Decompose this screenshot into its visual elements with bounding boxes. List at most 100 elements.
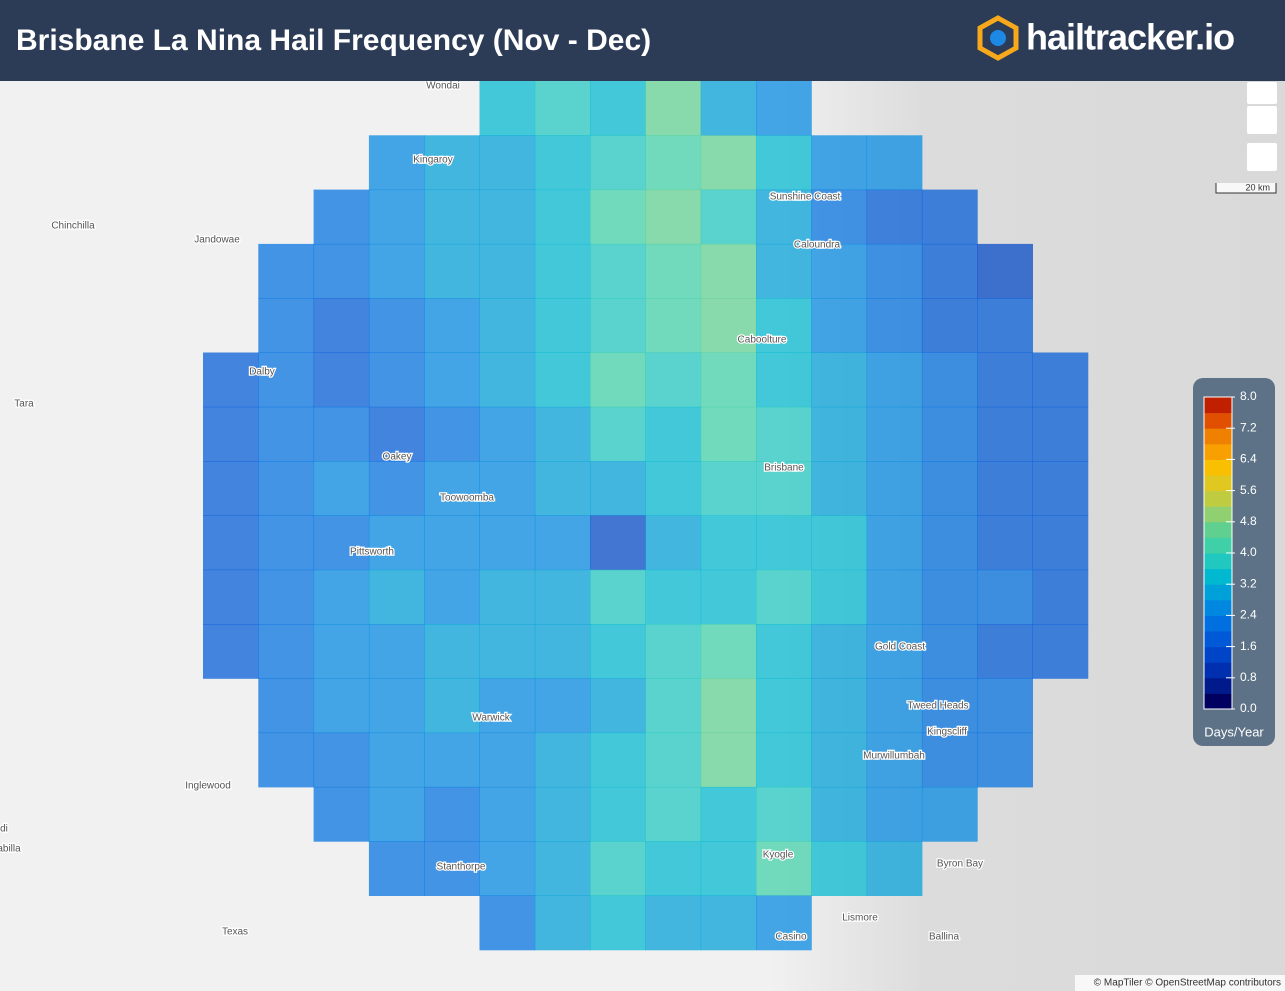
hail-cell [313,406,370,462]
header-bar [0,0,1285,81]
hail-cell [424,624,480,679]
hail-cell [258,678,315,734]
legend: 0.0 0.8 1.6 2.4 3.2 4.0 4.8 5.6 6.4 7.2 8.0 [1203,389,1257,715]
hail-cell [921,352,978,408]
legend-tick-label: 8.0 [1240,389,1257,403]
hail-cell [368,678,425,734]
hail-cell [921,732,978,788]
hail-cell [866,515,923,571]
hail-cell [645,732,702,788]
hail-cell [756,732,812,788]
place-label: abilla [0,844,21,855]
hail-cell [313,732,370,788]
hail-cell [700,624,757,679]
hail-cell [313,243,370,299]
legend-unit: Days/Year [1204,724,1264,739]
place-label: Inglewood [185,781,231,792]
hail-cell [645,678,702,734]
hail-cell [258,515,315,571]
hail-cell [479,786,536,842]
hail-cell [368,352,425,408]
attribution: © MapTiler © OpenStreetMap contributors [1094,978,1281,989]
hail-cell [590,81,646,136]
hail-cell [866,135,923,191]
legend-tick-label: 5.6 [1240,483,1257,497]
logo-text: hailtracker.io [1026,17,1234,58]
hail-cell [1032,569,1089,625]
hail-cell [756,406,812,462]
hail-cell [590,678,646,734]
hail-cell [258,352,315,408]
hail-cell [977,243,1033,299]
scale-bar [1215,183,1277,194]
hail-cell [258,732,315,788]
hail-cell [811,352,868,408]
hail-cell [866,189,923,245]
hail-cell [534,841,591,896]
legend-swatch [1204,428,1232,445]
legend-tick-label: 4.0 [1240,545,1257,559]
place-label: Caboolture [738,335,787,346]
place-label: Pittsworth [350,547,394,558]
hail-cell [368,243,425,299]
hail-cell [313,189,370,245]
hail-cell [700,135,757,191]
place-label: Lismore [842,913,878,924]
hail-cell [977,406,1033,462]
legend-swatch [1204,506,1232,523]
hail-cell [203,624,259,679]
map-control[interactable] [1247,82,1277,104]
place-label: Byron Bay [937,859,983,870]
map-control[interactable] [1247,143,1277,171]
hail-cell [313,515,370,571]
map-control[interactable] [1247,106,1277,134]
hail-cell [368,786,425,842]
scale-label: 20 km [1245,182,1270,192]
place-label: Gold Coast [875,642,925,653]
hail-cell [866,352,923,408]
hail-cell [368,461,425,516]
place-labels: Wondai Kingaroy Chinchilla Jandowae Sunshine… [0,79,984,944]
hail-cell [368,406,425,462]
hail-cell [645,243,702,299]
hail-cell [479,461,536,516]
hail-cell [368,189,425,245]
hail-cell [866,298,923,353]
title: Brisbane La Nina Hail Frequency (Nov - D… [16,24,651,57]
logo-icon [977,15,1019,61]
hail-cell [534,352,591,408]
place-label: Warwick [472,713,510,724]
hail-cell [700,678,757,734]
place-label: Tara [14,399,34,410]
hail-cell [921,406,978,462]
hail-cell [645,352,702,408]
hail-cell [258,406,315,462]
legend-swatch [1204,490,1232,507]
hail-cell [479,624,536,679]
hail-cell [645,189,702,245]
hail-cell [756,135,812,191]
hail-cell [700,406,757,462]
hail-cell [1032,461,1089,516]
legend-tick-label: 2.4 [1240,608,1257,622]
hail-cell [590,895,646,951]
hail-cell [756,569,812,625]
hail-cell [866,678,923,734]
logo-dot [990,30,1006,46]
hail-cell [258,243,315,299]
hail-cell [534,569,591,625]
legend-swatch [1204,631,1232,648]
hail-cell [479,841,536,896]
place-label: di [0,824,8,835]
legend-swatch [1204,443,1232,460]
hail-cell [534,243,591,299]
hail-cell [534,895,591,951]
place-label: Ballina [929,932,959,943]
hail-cell [590,352,646,408]
hail-cell [700,243,757,299]
place-label: Tweed Heads [907,701,968,712]
hail-cell [977,515,1033,571]
hail-cell [534,406,591,462]
hail-cell [590,841,646,896]
